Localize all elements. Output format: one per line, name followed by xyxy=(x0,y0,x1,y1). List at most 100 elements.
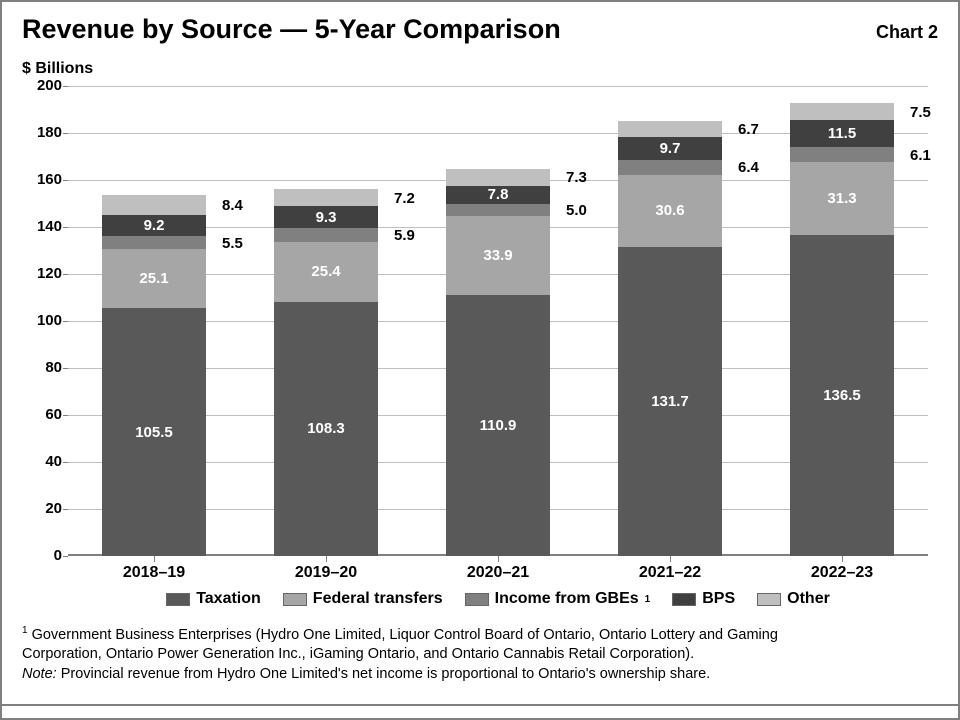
y-tick-mark xyxy=(63,462,68,463)
header: Revenue by Source — 5-Year Comparison Ch… xyxy=(22,14,938,45)
bar-segment xyxy=(274,189,378,206)
bar-segment-value: 9.7 xyxy=(660,140,681,157)
x-tick-label: 2021–22 xyxy=(639,564,701,582)
bar-segment-value: 108.3 xyxy=(307,420,345,437)
bar-segment-side-value: 7.3 xyxy=(566,169,587,186)
legend-swatch xyxy=(465,593,489,606)
bar-segment-value: 131.7 xyxy=(651,393,689,410)
y-tick-mark xyxy=(63,133,68,134)
chart-frame: Revenue by Source — 5-Year Comparison Ch… xyxy=(0,0,960,720)
footnote-1-continued: Corporation, Ontario Power Generation In… xyxy=(22,645,938,665)
bar-segment-side-value: 5.5 xyxy=(222,235,243,252)
y-tick-mark xyxy=(63,274,68,275)
y-tick-mark xyxy=(63,227,68,228)
bar-group: 131.7 30.6 9.7 xyxy=(618,121,722,556)
bar-segment-value: 9.2 xyxy=(144,217,165,234)
legend-label: Other xyxy=(787,590,830,608)
x-tick-label: 2019–20 xyxy=(295,564,357,582)
y-tick-label: 140 xyxy=(12,218,62,235)
x-tick-mark xyxy=(326,556,327,562)
plot-area: 0204060801001201401601802002018–19105.52… xyxy=(68,86,928,556)
bar-segment xyxy=(790,147,894,161)
bar-segment-side-value: 6.1 xyxy=(910,147,931,164)
bar-segment-value: 33.9 xyxy=(483,247,512,264)
bottom-rule xyxy=(2,704,958,706)
footnote-1-text-a: Government Business Enterprises (Hydro O… xyxy=(28,627,778,643)
footnotes: 1 Government Business Enterprises (Hydro… xyxy=(22,624,938,685)
bar-segment xyxy=(790,103,894,121)
bar-segment-side-value: 6.4 xyxy=(738,159,759,176)
bar-segment: 31.3 xyxy=(790,162,894,236)
y-axis-title: $ Billions xyxy=(22,60,93,78)
chart-number-label: Chart 2 xyxy=(876,22,938,43)
y-tick-label: 80 xyxy=(12,359,62,376)
bar-segment xyxy=(274,228,378,242)
footnote-note: Note: Provincial revenue from Hydro One … xyxy=(22,665,938,685)
legend-item: Taxation xyxy=(166,590,261,608)
bar-segment-value: 136.5 xyxy=(823,387,861,404)
bar-segment xyxy=(446,204,550,216)
bar-segment-value: 110.9 xyxy=(480,417,517,434)
bar-segment: 9.3 xyxy=(274,206,378,228)
legend-footnote-marker: 1 xyxy=(645,594,651,605)
x-tick-mark xyxy=(842,556,843,562)
bar-segment xyxy=(618,121,722,137)
bar-segment: 25.1 xyxy=(102,249,206,308)
bar-segment xyxy=(102,236,206,249)
bar-group: 136.5 31.3 11.5 xyxy=(790,103,894,556)
gridline xyxy=(68,86,928,87)
footnote-note-text: Provincial revenue from Hydro One Limite… xyxy=(57,666,711,682)
y-tick-mark xyxy=(63,556,68,557)
x-tick-label: 2018–19 xyxy=(123,564,185,582)
legend-label: Income from GBEs xyxy=(495,590,639,608)
bar-segment-side-value: 6.7 xyxy=(738,121,759,138)
bar-segment-value: 11.5 xyxy=(828,125,856,142)
bar-group: 110.9 33.9 7.8 xyxy=(446,169,550,557)
bar-segment-side-value: 5.0 xyxy=(566,202,587,219)
bar-segment: 110.9 xyxy=(446,295,550,556)
y-tick-label: 180 xyxy=(12,124,62,141)
y-tick-label: 20 xyxy=(12,500,62,517)
bar-segment-side-value: 7.2 xyxy=(394,190,415,207)
bar-segment-value: 30.6 xyxy=(655,202,684,219)
bar-segment: 131.7 xyxy=(618,247,722,556)
legend: Taxation Federal transfers Income from GBE… xyxy=(68,590,928,608)
bar-segment xyxy=(618,160,722,175)
bar-segment: 108.3 xyxy=(274,302,378,557)
bar-segment-side-value: 8.4 xyxy=(222,197,243,214)
x-tick-label: 2020–21 xyxy=(467,564,529,582)
bar-segment-value: 7.8 xyxy=(488,186,509,203)
legend-label: BPS xyxy=(702,590,735,608)
y-tick-label: 60 xyxy=(12,406,62,423)
bar-segment xyxy=(446,169,550,186)
bar-segment: 105.5 xyxy=(102,308,206,556)
bar-segment: 11.5 xyxy=(790,120,894,147)
y-tick-label: 200 xyxy=(12,77,62,94)
footnote-1: 1 Government Business Enterprises (Hydro… xyxy=(22,624,938,645)
bar-segment-value: 25.1 xyxy=(139,270,168,287)
bar-group: 105.5 25.1 9.2 xyxy=(102,195,206,556)
y-tick-mark xyxy=(63,368,68,369)
y-tick-mark xyxy=(63,86,68,87)
y-tick-label: 120 xyxy=(12,265,62,282)
legend-swatch xyxy=(166,593,190,606)
x-tick-label: 2022–23 xyxy=(811,564,873,582)
footnote-note-label: Note: xyxy=(22,666,57,682)
x-tick-mark xyxy=(498,556,499,562)
x-tick-mark xyxy=(670,556,671,562)
bar-segment-side-value: 7.5 xyxy=(910,104,931,121)
bar-segment-value: 9.3 xyxy=(316,209,337,226)
bar-segment: 9.7 xyxy=(618,137,722,160)
bar-segment: 9.2 xyxy=(102,215,206,237)
bar-group: 108.3 25.4 9.3 xyxy=(274,189,378,556)
legend-item: Federal transfers xyxy=(283,590,443,608)
chart-title: Revenue by Source — 5-Year Comparison xyxy=(22,14,561,45)
x-tick-mark xyxy=(154,556,155,562)
y-tick-label: 160 xyxy=(12,171,62,188)
legend-swatch xyxy=(283,593,307,606)
bar-segment: 33.9 xyxy=(446,216,550,296)
y-tick-mark xyxy=(63,415,68,416)
bar-segment-value: 25.4 xyxy=(311,263,340,280)
legend-item: Other xyxy=(757,590,830,608)
bar-segment-side-value: 5.9 xyxy=(394,227,415,244)
